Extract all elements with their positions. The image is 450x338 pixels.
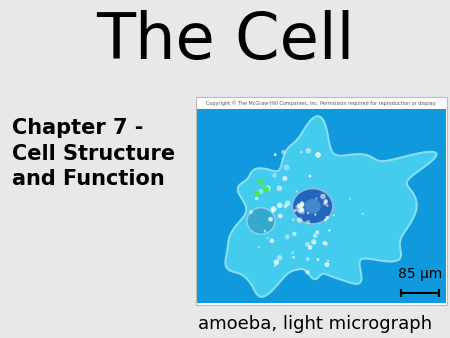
- Circle shape: [300, 151, 302, 153]
- Circle shape: [249, 210, 253, 214]
- Circle shape: [292, 256, 295, 259]
- Circle shape: [292, 218, 295, 221]
- Circle shape: [313, 242, 316, 244]
- Circle shape: [299, 211, 301, 214]
- Circle shape: [308, 211, 310, 213]
- Circle shape: [267, 237, 269, 239]
- Circle shape: [282, 176, 288, 181]
- Circle shape: [313, 233, 317, 238]
- Circle shape: [324, 242, 328, 246]
- Circle shape: [291, 251, 294, 254]
- Circle shape: [315, 197, 318, 200]
- Circle shape: [315, 152, 321, 158]
- Circle shape: [297, 218, 300, 220]
- Circle shape: [268, 217, 273, 221]
- Circle shape: [301, 203, 304, 207]
- Circle shape: [300, 219, 302, 221]
- Circle shape: [323, 201, 328, 206]
- Circle shape: [254, 191, 260, 197]
- Circle shape: [314, 213, 316, 216]
- Circle shape: [333, 214, 335, 216]
- Circle shape: [327, 260, 329, 262]
- Circle shape: [349, 197, 351, 200]
- Ellipse shape: [305, 199, 321, 214]
- Text: Copyright © The McGraw-Hill Companies, Inc. Permission required for reproduction: Copyright © The McGraw-Hill Companies, I…: [206, 100, 436, 105]
- Circle shape: [324, 262, 329, 267]
- Circle shape: [311, 239, 316, 244]
- Circle shape: [308, 175, 311, 177]
- Circle shape: [297, 209, 301, 213]
- Circle shape: [324, 218, 327, 221]
- Circle shape: [306, 208, 310, 212]
- Circle shape: [295, 206, 297, 208]
- Bar: [196, 97, 447, 305]
- Circle shape: [306, 270, 310, 274]
- Circle shape: [263, 186, 269, 192]
- Circle shape: [305, 242, 310, 246]
- Circle shape: [296, 208, 298, 211]
- Circle shape: [323, 241, 327, 245]
- Circle shape: [270, 238, 274, 243]
- Circle shape: [271, 210, 274, 213]
- Circle shape: [274, 265, 276, 267]
- Circle shape: [292, 232, 297, 236]
- Circle shape: [297, 217, 302, 223]
- Circle shape: [255, 197, 258, 200]
- Circle shape: [362, 213, 364, 215]
- Circle shape: [276, 186, 282, 191]
- Circle shape: [300, 208, 305, 212]
- Circle shape: [277, 203, 283, 208]
- Circle shape: [307, 212, 309, 214]
- Circle shape: [328, 229, 331, 232]
- Circle shape: [297, 203, 302, 208]
- Circle shape: [325, 216, 329, 219]
- Circle shape: [306, 257, 310, 261]
- Circle shape: [258, 246, 260, 248]
- Ellipse shape: [247, 208, 275, 234]
- Circle shape: [284, 165, 289, 170]
- Circle shape: [300, 201, 303, 204]
- Text: The Cell: The Cell: [96, 10, 354, 72]
- Text: amoeba, light micrograph: amoeba, light micrograph: [198, 315, 432, 333]
- Circle shape: [317, 258, 319, 261]
- Circle shape: [281, 150, 286, 154]
- Circle shape: [306, 220, 310, 224]
- Circle shape: [306, 148, 311, 153]
- Circle shape: [327, 205, 328, 207]
- Circle shape: [315, 231, 319, 234]
- Ellipse shape: [292, 189, 333, 224]
- Circle shape: [258, 179, 264, 185]
- Circle shape: [324, 199, 328, 203]
- Circle shape: [298, 204, 303, 210]
- Circle shape: [258, 189, 263, 194]
- Text: Chapter 7 -
Cell Structure
and Function: Chapter 7 - Cell Structure and Function: [12, 118, 175, 189]
- Circle shape: [272, 173, 277, 177]
- Circle shape: [308, 207, 310, 209]
- Circle shape: [284, 234, 290, 240]
- Circle shape: [274, 260, 279, 265]
- Polygon shape: [225, 116, 436, 297]
- Circle shape: [265, 185, 270, 191]
- Bar: [197, 109, 446, 303]
- Circle shape: [274, 153, 277, 156]
- Circle shape: [285, 200, 291, 206]
- Circle shape: [320, 194, 326, 199]
- Circle shape: [264, 230, 266, 232]
- Circle shape: [300, 201, 304, 206]
- Circle shape: [278, 214, 283, 218]
- Circle shape: [301, 209, 304, 212]
- Circle shape: [277, 255, 283, 261]
- Circle shape: [284, 204, 288, 209]
- Circle shape: [293, 209, 297, 212]
- Circle shape: [296, 190, 297, 192]
- Circle shape: [271, 206, 276, 212]
- Circle shape: [308, 245, 312, 250]
- Circle shape: [300, 210, 305, 214]
- Text: 85 μm: 85 μm: [398, 267, 442, 281]
